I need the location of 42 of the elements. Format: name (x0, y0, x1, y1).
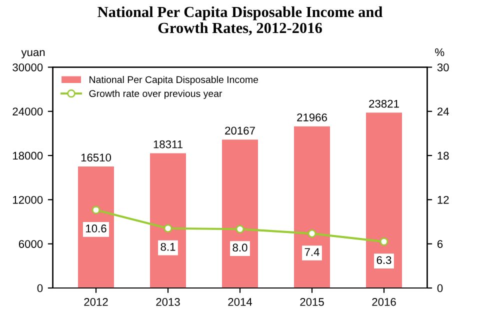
point (92, 206, 100, 214)
data-label: 21966 (297, 113, 327, 122)
data-label: 16510 (81, 154, 112, 162)
y2-tick-label: 18 (438, 152, 449, 160)
legend-label: Growth rate over previous year (89, 90, 222, 99)
legend-label: National Per Capita Disposable Income (90, 76, 258, 86)
y-axis-title: yuan (21, 50, 45, 58)
bar (150, 153, 186, 288)
data-label: 6.3 (376, 256, 392, 264)
data-label: 20167 (225, 126, 255, 135)
bar (294, 126, 330, 288)
y2-tick-label: 0 (437, 284, 443, 292)
x-tick-label: 2016 (372, 298, 396, 306)
point (164, 224, 172, 233)
data-label: 18311 (154, 140, 182, 148)
bar (78, 166, 114, 288)
point (236, 224, 244, 234)
bar (222, 140, 258, 288)
data-label: 8.1 (160, 242, 176, 251)
data-label: 23821 (369, 100, 399, 108)
x-tick-label: 2012 (84, 298, 108, 306)
x-tick-label: 2014 (228, 298, 252, 306)
y2-tick-label: 24 (437, 108, 449, 116)
y-tick-label: 6000 (18, 240, 43, 248)
point (308, 229, 316, 238)
y-tick-label: 18000 (13, 152, 43, 160)
y2-tick-label: 6 (437, 240, 443, 248)
x-tick-label: 2013 (156, 298, 180, 306)
y-tick-label: 12000 (13, 196, 43, 204)
y2-axis-title: % (435, 48, 444, 56)
y-tick-label: 0 (37, 284, 43, 292)
data-label: 8.0 (232, 244, 248, 252)
point (380, 237, 388, 246)
data-label: 10.6 (86, 224, 106, 232)
x-tick-label: 2015 (300, 298, 324, 306)
bar (366, 112, 402, 288)
y-tick-label: 30000 (12, 63, 43, 72)
chart-title: National Per Capita Disposable Income and Growth Rates, 2012-2016 (98, 6, 383, 36)
y2-tick-label: 12 (438, 196, 449, 204)
y2-tick-label: 30 (437, 63, 449, 72)
y-tick-label: 24000 (12, 108, 43, 116)
data-label: 7.4 (304, 248, 320, 256)
